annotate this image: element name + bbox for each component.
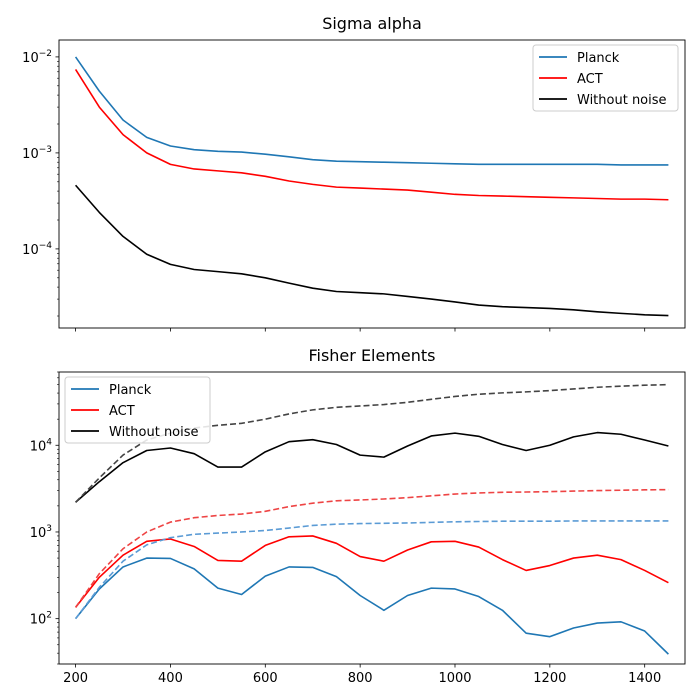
fisher-y-tick-label: 102 <box>30 611 52 628</box>
fisher-legend-label: ACT <box>109 404 135 419</box>
fisher-legend-label: Without noise <box>109 425 199 440</box>
fisher-y-tick-label: 103 <box>30 524 52 541</box>
fisher-legend: Planck ACT Without noise <box>64 376 211 444</box>
sigma-series-group <box>74 56 669 317</box>
sigma-legend-label: Without noise <box>577 93 667 108</box>
fisher-x-tick-label: 800 <box>348 671 373 686</box>
sigma-legend-box <box>532 44 679 112</box>
fisher-axes-frame <box>58 371 686 665</box>
fisher-series-line-4 <box>74 488 669 608</box>
fisher-y-tick-label: 104 <box>30 437 53 454</box>
sigma-legend-label: Planck <box>577 51 620 66</box>
fisher-series-line-2 <box>75 431 669 503</box>
sigma-panel: Sigma alpha 10−4 10−3 10−2 Planck ACT Without … <box>22 14 686 332</box>
sigma-legend: Planck ACT Without noise <box>532 44 679 112</box>
fisher-panel: Fisher Elements 102 103 104 200 400 600 800 1000… <box>30 346 686 686</box>
fisher-x-tick-label: 200 <box>63 671 88 686</box>
fisher-legend-label: Planck <box>109 383 152 398</box>
sigma-y-tick-label: 10−3 <box>22 145 52 162</box>
sigma-y-tick-label: 10−4 <box>22 241 52 258</box>
fisher-x-tick-label: 1200 <box>533 671 566 686</box>
sigma-title: Sigma alpha <box>322 14 422 33</box>
fisher-x-tick-label: 400 <box>158 671 183 686</box>
sigma-axes-frame <box>58 39 686 329</box>
fisher-title: Fisher Elements <box>308 346 435 365</box>
fisher-series-line-3 <box>74 520 669 620</box>
fisher-x-tick-label: 1000 <box>438 671 471 686</box>
sigma-legend-label: ACT <box>577 72 603 87</box>
fisher-x-tick-label: 1400 <box>628 671 661 686</box>
fisher-series-group <box>74 383 669 655</box>
fisher-x-tick-label: 600 <box>253 671 278 686</box>
fisher-series-line-0 <box>74 557 669 655</box>
fisher-legend-box <box>64 376 211 444</box>
sigma-series-line-1 <box>74 69 669 201</box>
sigma-series-line-2 <box>74 184 669 317</box>
fisher-series-line-1 <box>74 535 669 608</box>
sigma-y-tick-label: 10−2 <box>22 49 52 66</box>
sigma-series-line-0 <box>74 56 669 166</box>
